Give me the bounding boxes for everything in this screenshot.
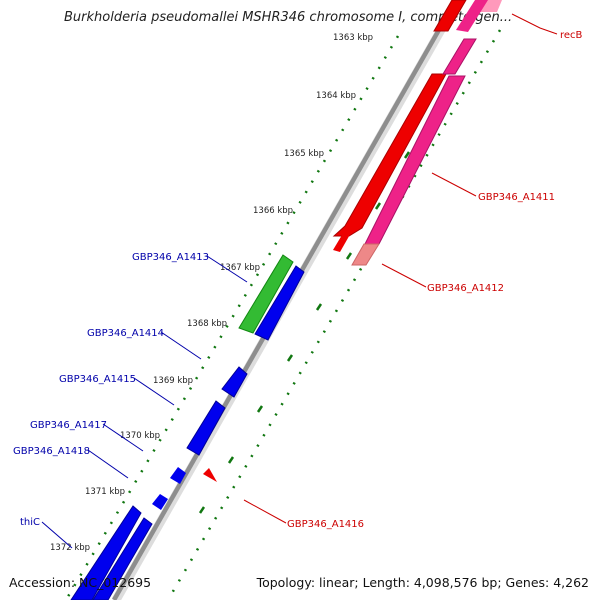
gene-label-recB[interactable]: recB	[560, 30, 583, 41]
gene-a1413[interactable]	[238, 254, 294, 334]
gene-a1411-tip[interactable]	[333, 230, 352, 252]
gene-label-a1411[interactable]: GBP346_A1411	[478, 192, 555, 203]
tick-label: 1370 kbp	[120, 431, 160, 441]
gene-a1412-upper[interactable]	[442, 38, 477, 75]
tick-label: 1369 kbp	[153, 376, 193, 386]
outer-tick-track	[64, 35, 400, 600]
tick-label: 1364 kbp	[316, 91, 356, 101]
gene-label-a1412[interactable]: GBP346_A1412	[427, 283, 504, 294]
tick-label: 1365 kbp	[284, 149, 324, 159]
leader-a1416	[243, 499, 287, 524]
gene-a1414[interactable]	[254, 265, 305, 341]
gene-label-thiC[interactable]: thiC	[20, 517, 40, 528]
map-title: Burkholderia pseudomallei MSHR346 chromo…	[64, 10, 513, 25]
gene-label-a1418[interactable]: GBP346_A1418	[13, 446, 90, 457]
leader-a1415	[133, 377, 175, 406]
gene-recB[interactable]	[456, 0, 488, 32]
tick-label: 1371 kbp	[85, 487, 125, 497]
gene-label-a1414[interactable]: GBP346_A1414	[87, 328, 164, 339]
gene-thiC-inner[interactable]	[92, 517, 153, 600]
inner-tick-track	[166, 29, 502, 600]
leader-recB	[511, 13, 558, 35]
gene-label-a1416[interactable]: GBP346_A1416	[287, 519, 364, 530]
leader-a1413	[206, 255, 248, 283]
gene-a1412[interactable]	[364, 75, 466, 245]
gene-a1418-a[interactable]	[170, 467, 186, 484]
leader-a1418	[87, 449, 129, 479]
gene-thiC[interactable]	[70, 505, 142, 600]
inner-major-ticks	[198, 100, 441, 514]
leader-a1417	[102, 423, 144, 452]
tick-label: 1367 kbp	[220, 263, 260, 273]
gene-a1412-light[interactable]	[351, 243, 380, 266]
gene-label-a1413[interactable]: GBP346_A1413	[132, 252, 209, 263]
leader-a1411	[431, 172, 477, 197]
gene-a1417[interactable]	[186, 400, 226, 456]
leader-a1412	[381, 263, 427, 288]
tick-label: 1363 kbp	[333, 33, 373, 43]
accession-text: Accession: NC_012695	[9, 575, 152, 590]
gene-label-a1417[interactable]: GBP346_A1417	[30, 420, 107, 431]
gene-a1416[interactable]	[203, 468, 217, 482]
leader-thiC	[41, 521, 73, 549]
tick-label: 1366 kbp	[253, 206, 293, 216]
gene-a1415[interactable]	[221, 366, 248, 398]
leader-a1414	[160, 331, 202, 360]
tick-label: 1372 kbp	[50, 543, 90, 553]
gene-label-a1415[interactable]: GBP346_A1415	[59, 374, 136, 385]
gene-a1411-upper[interactable]	[433, 0, 467, 32]
tick-label: 1368 kbp	[187, 319, 227, 329]
gene-a1418-b[interactable]	[152, 494, 168, 510]
topology-summary: Topology: linear; Length: 4,098,576 bp; …	[256, 575, 589, 590]
